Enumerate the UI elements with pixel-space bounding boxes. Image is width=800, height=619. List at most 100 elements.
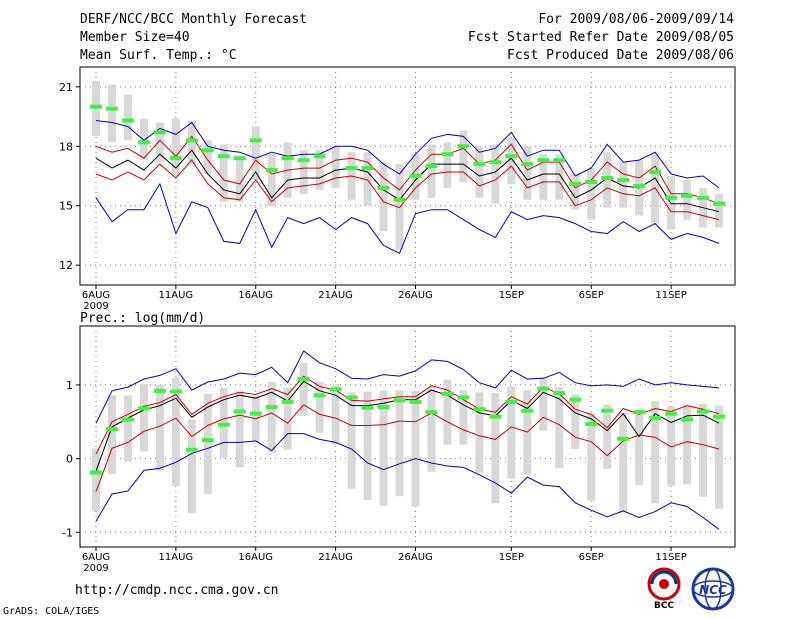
- prec-observation-mark: [713, 414, 725, 419]
- temp-observation-mark: [409, 174, 422, 178]
- prec-year-label: 2009: [83, 563, 108, 574]
- temp-x-tick-label: 6AUG: [82, 290, 110, 301]
- prec-spread-box: [411, 390, 420, 507]
- temp-spread-box: [155, 122, 164, 163]
- ncc-logo: NCC: [691, 567, 735, 611]
- prec-x-tick-label: 16AUG: [238, 552, 273, 563]
- prec-line-upper-spread: [95, 375, 720, 455]
- prec-spread-box: [715, 405, 723, 509]
- temp-spread-box: [395, 164, 404, 250]
- prec-observation-mark: [553, 391, 566, 396]
- temp-observation-mark: [313, 154, 326, 159]
- temp-spread-box: [203, 140, 212, 175]
- temp-line-upper: [95, 120, 720, 189]
- prec-spread-box: [459, 390, 468, 445]
- precipitation-chart: 6AUG 11AUG 16AUG 21AUG 26AUG 1SEP 6SEP 11SEP 200…: [62, 325, 736, 574]
- temp-observation-mark: [393, 197, 406, 202]
- temp-spread-box: [475, 146, 484, 198]
- prec-observation-mark: [489, 414, 502, 419]
- prec-observation-mark: [90, 470, 102, 475]
- temp-observation-mark: [473, 162, 486, 167]
- temp-spread-box: [523, 146, 532, 200]
- prec-spread-box: [347, 392, 356, 489]
- temp-spread-box: [139, 118, 148, 161]
- prec-spread-box: [331, 384, 340, 445]
- temp-observation-mark: [297, 158, 310, 163]
- prec-observation-mark: [409, 399, 422, 404]
- prec-observation-mark: [329, 387, 342, 392]
- prec-observation-mark: [425, 410, 438, 415]
- prec-spread-box: [107, 395, 116, 475]
- temp-year-label: 2009: [83, 301, 108, 312]
- prec-spread-box: [635, 409, 644, 486]
- prec-observation-mark: [361, 405, 374, 410]
- prec-spread-box: [587, 412, 596, 501]
- prec-spread-box: [603, 404, 612, 469]
- temp-observation-mark: [425, 164, 438, 169]
- prec-observation-mark: [169, 389, 182, 394]
- prec-line-lower-spread: [95, 404, 720, 492]
- prec-observation-mark: [521, 408, 534, 413]
- temp-spread-box: [427, 144, 436, 198]
- temp-observation-mark: [185, 138, 198, 143]
- prec-x-tick-label: 6AUG: [82, 552, 110, 563]
- temp-observation-mark: [537, 158, 550, 163]
- temp-observation-mark: [361, 166, 374, 171]
- temp-y-tick-label: 21: [59, 81, 73, 94]
- temp-observation-mark: [153, 130, 166, 135]
- prec-observation-mark: [505, 399, 518, 404]
- temp-spread-box: [331, 146, 340, 188]
- prec-spread-box: [203, 393, 212, 494]
- prec-line-upper: [95, 350, 720, 424]
- temp-spread-box: [123, 94, 132, 141]
- prec-x-tick-label: 26AUG: [398, 552, 433, 563]
- prec-observation-mark: [249, 411, 262, 416]
- prec-spread-box: [139, 384, 148, 452]
- temp-spread-box: [107, 84, 116, 143]
- temp-line-lower: [95, 182, 720, 254]
- prec-spread-box: [315, 381, 324, 433]
- temp-spread-box: [171, 118, 180, 176]
- prec-spread-box: [92, 448, 100, 512]
- temp-x-tick-label: 26AUG: [398, 290, 433, 301]
- temp-spread-box: [683, 179, 692, 220]
- temp-observation-mark: [617, 177, 630, 182]
- bcc-logo: BCC: [647, 567, 681, 610]
- prec-spread-box: [667, 406, 676, 486]
- temp-observation-mark: [137, 140, 150, 145]
- prec-spread-box: [283, 387, 292, 450]
- ncc-logo-text: NCC: [699, 583, 727, 597]
- prec-spread-box: [187, 419, 196, 514]
- temp-observation-mark: [90, 104, 102, 109]
- temp-spread-box: [235, 158, 244, 202]
- temp-observation-mark: [217, 154, 230, 159]
- temp-observation-mark: [601, 175, 614, 180]
- temp-spread-box: [715, 193, 723, 228]
- temp-spread-box: [619, 162, 628, 208]
- prec-x-tick-label: 21AUG: [318, 552, 353, 563]
- prec-spread-box: [555, 387, 564, 469]
- bcc-logo-text: BCC: [654, 601, 674, 610]
- forecast-range: For 2009/08/06-2009/09/14: [538, 12, 734, 27]
- prec-spread-box: [155, 384, 164, 471]
- prec-observation-mark: [121, 417, 134, 422]
- temp-y-tick-label: 18: [59, 140, 73, 153]
- prec-observation-mark: [681, 417, 694, 422]
- temp-observation-mark: [681, 193, 694, 198]
- temp-observation-mark: [569, 181, 582, 186]
- temp-observation-mark: [713, 201, 725, 206]
- prec-observation-mark: [201, 438, 214, 443]
- temp-observation-mark: [649, 170, 662, 175]
- temp-spread-box: [459, 130, 468, 182]
- prec-observation-mark: [393, 398, 406, 403]
- temp-observation-mark: [281, 156, 294, 161]
- temp-observation-mark: [553, 158, 566, 163]
- temp-observation-mark: [633, 183, 646, 188]
- temp-line-lower-spread: [95, 159, 720, 221]
- temp-x-tick-label: 21AUG: [318, 290, 353, 301]
- prec-spread-box: [363, 391, 372, 500]
- temperature-chart: 6AUG 11AUG 16AUG 21AUG 26AUG 1SEP 6SEP 11SEP 200…: [59, 66, 736, 312]
- prec-spread-box: [123, 395, 132, 462]
- prec-observation-mark: [153, 388, 166, 393]
- prec-observation-mark: [265, 405, 278, 410]
